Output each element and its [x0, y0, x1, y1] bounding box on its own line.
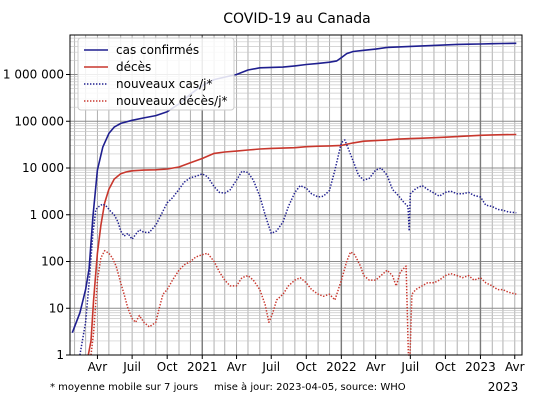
x-tick-label: Juil: [400, 360, 419, 374]
legend-label-deces: décès: [116, 60, 151, 74]
legend-label-nouveaux-cas-j: nouveaux cas/j*: [116, 77, 213, 91]
x-tick-label: Juil: [261, 360, 280, 374]
legend-label-nouveaux-deces-j: nouveaux décès/j*: [116, 94, 228, 108]
chart-title: COVID-19 au Canada: [223, 11, 371, 27]
x-tick-label: Avr: [505, 360, 525, 374]
series-line-nouveaux-deces-j: [90, 249, 517, 356]
y-tick-label: 10 000: [22, 161, 64, 175]
x-tick-label: Juil: [122, 360, 141, 374]
plot-frame: [69, 34, 523, 356]
legend: cas confirmés décès nouveaux cas/j* nouveau…: [77, 37, 235, 111]
x-tick-label: Oct: [435, 360, 456, 374]
legend-label-cas-confirmes: cas confirmés: [116, 43, 199, 57]
y-tick-label: 1 000 000: [3, 68, 64, 82]
legend-box: [77, 37, 235, 111]
y-tick-label: 10: [49, 301, 64, 315]
x-axis-year-label: 2023: [488, 380, 519, 394]
y-tick-label: 1 000: [30, 208, 64, 222]
x-tick-label: Avr: [366, 360, 386, 374]
x-tick-label: Oct: [296, 360, 317, 374]
x-tick-label: Avr: [88, 360, 108, 374]
footnote-update-source: mise à jour: 2023-04-05, source: WHO: [214, 382, 406, 393]
x-tick-label: 2022: [326, 360, 357, 374]
x-tick-label: 2023: [465, 360, 496, 374]
y-tick-label: 100: [41, 255, 64, 269]
series-line-cas-confirmes: [71, 42, 517, 333]
x-tick-label: 2021: [187, 360, 218, 374]
footnote-moving-average: * moyenne mobile sur 7 jours: [50, 382, 199, 393]
x-tick-label: Oct: [157, 360, 178, 374]
series-lines: [71, 42, 517, 356]
axis-ticks: 1 10 100 1 000 10 000 100 000 1 000 000 Avr Juil…: [3, 68, 525, 374]
y-tick-label: 100 000: [14, 114, 64, 128]
x-tick-label: Avr: [227, 360, 247, 374]
series-line-deces: [87, 133, 517, 356]
y-tick-label: 1: [56, 348, 64, 362]
